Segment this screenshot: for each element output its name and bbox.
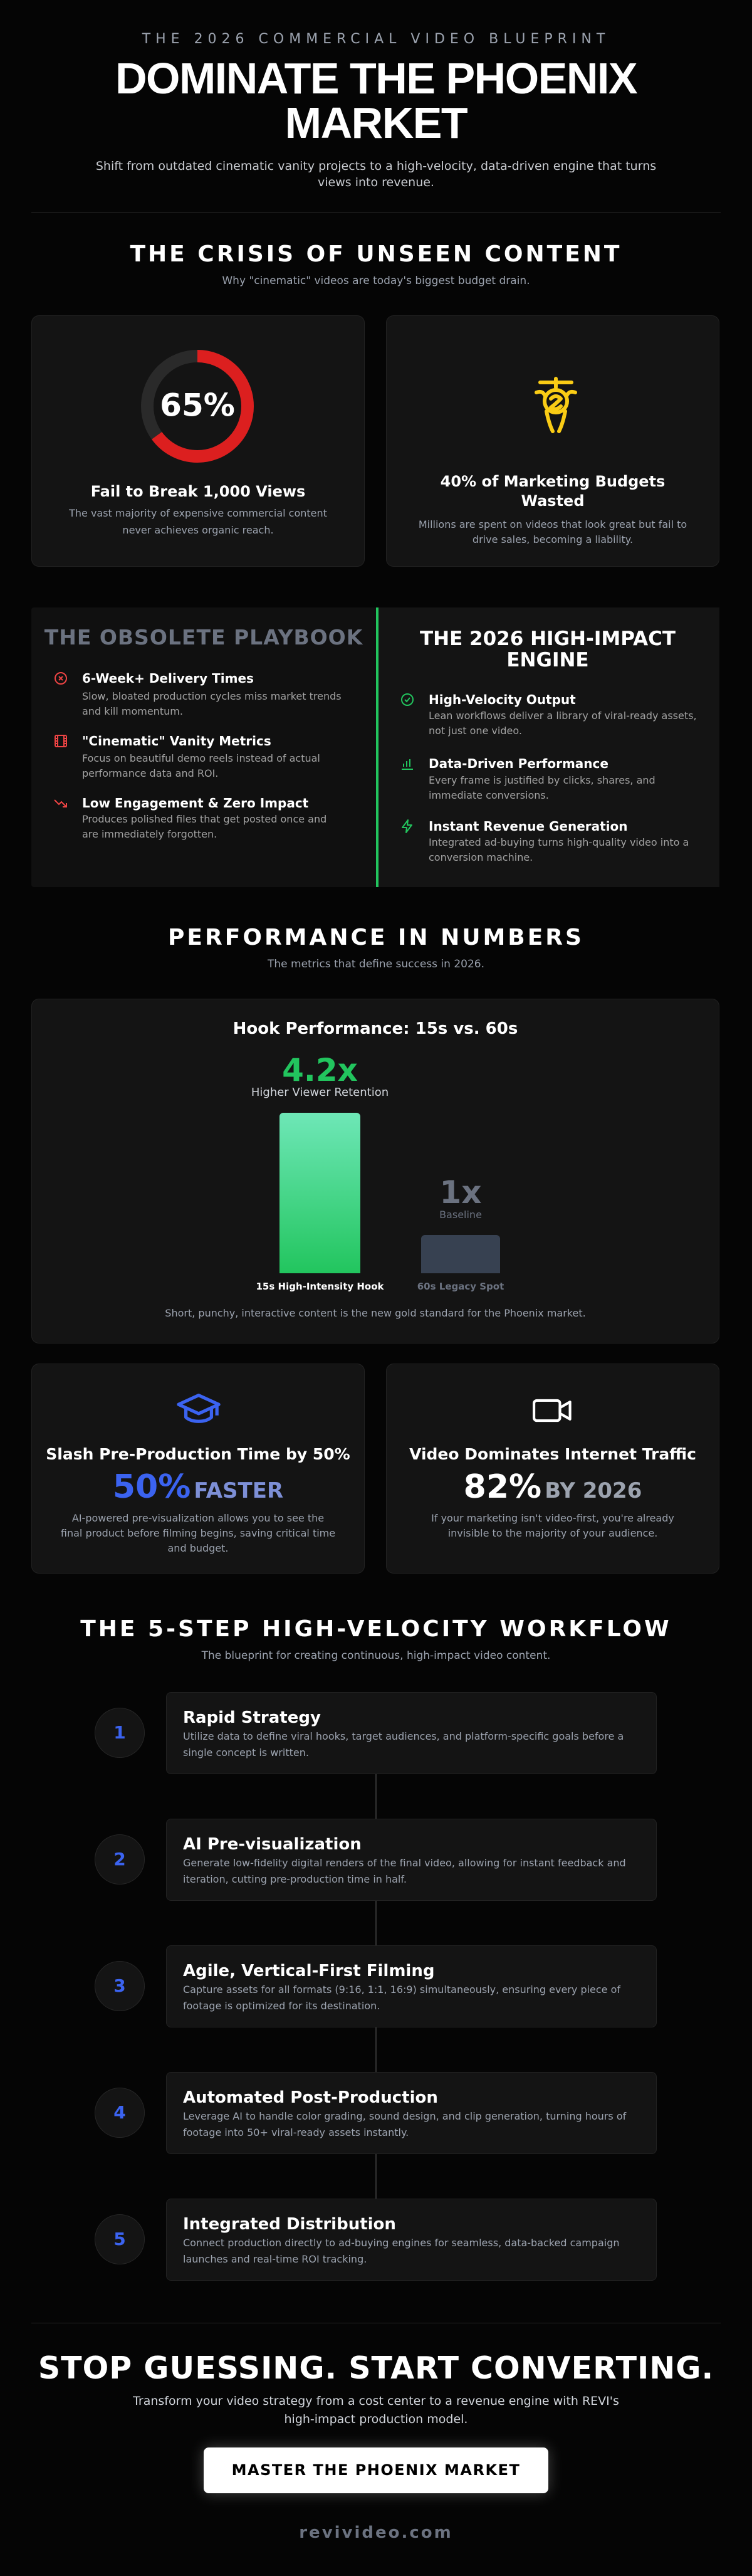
- connector: [375, 2027, 377, 2072]
- icon-x: [55, 672, 67, 685]
- main-title: DOMINATE THE PHOENIX MARKET: [115, 54, 638, 147]
- item-text: Produces polished files that get posted …: [82, 813, 327, 840]
- footer-url: revivideo.com: [299, 2523, 453, 2542]
- item-title: Data-Driven Performance: [429, 756, 608, 771]
- step-number: 2: [95, 1834, 145, 1885]
- connector: [375, 1774, 377, 1819]
- item-title: Instant Revenue Generation: [429, 819, 628, 834]
- column-title: THE OBSOLETE PLAYBOOK: [44, 625, 363, 649]
- bar-name: 60s Legacy Spot: [417, 1281, 504, 1292]
- card-title: Slash Pre-Production Time by 50%: [46, 1445, 350, 1463]
- stat-card: 65% Fail to Break 1,000 Views The vast m…: [31, 315, 365, 567]
- icon-bolt: [402, 819, 412, 833]
- card-text: If your marketing isn't video-first, you…: [431, 1512, 674, 1539]
- step-title: Agile, Vertical-First Filming: [183, 1962, 435, 1980]
- card-stat: 50% FASTER: [32, 1468, 364, 1513]
- section-title: PERFORMANCE IN NUMBERS: [168, 925, 584, 950]
- bar-name: 15s High-Intensity Hook: [256, 1281, 384, 1292]
- step-number: 4: [95, 2088, 145, 2138]
- chart-note-text: Short, punchy, interactive content is th…: [165, 1307, 586, 1319]
- bar: [421, 1235, 500, 1273]
- comparison-panel: THE OBSOLETE PLAYBOOK 6-Week+ Delivery T…: [31, 607, 719, 887]
- chart-card: Hook Performance: 15s vs. 60s Short, pun…: [31, 999, 719, 1343]
- cta-button[interactable]: MASTER THE PHOENIX MARKET: [204, 2447, 548, 2493]
- item-title: Low Engagement & Zero Impact: [82, 796, 309, 811]
- connector: [375, 1901, 377, 1945]
- card-text: AI-powered pre-visualization allows you …: [60, 1512, 336, 1554]
- stat-card: Slash Pre-Production Time by 50% 50% FAS…: [31, 1364, 365, 1574]
- step-text: Connect production directly to ad-buying…: [183, 2237, 620, 2265]
- chart-note: Short, punchy, interactive content is th…: [32, 1307, 719, 1319]
- step-card: Integrated Distribution Connect productio…: [166, 2199, 657, 2281]
- icon-film: [55, 735, 67, 747]
- connector: [375, 2154, 377, 2199]
- step-text: Leverage AI to handle color grading, sou…: [183, 2110, 627, 2138]
- section-title: THE CRISIS OF UNSEEN CONTENT: [130, 241, 622, 267]
- item-text: Slow, bloated production cycles miss mar…: [82, 690, 342, 717]
- step-title: Integrated Distribution: [183, 2215, 396, 2234]
- header-subtitle: Shift from outdated cinematic vanity pro…: [95, 159, 657, 189]
- bar-caption: Higher Viewer Retention: [251, 1086, 389, 1099]
- stat-card: 40% of Marketing Budgets Wasted Millions…: [386, 315, 719, 567]
- icon-cap: [177, 1394, 221, 1423]
- stat-suffix: BY 2026: [545, 1478, 642, 1503]
- column-title: THE 2026 HIGH-IMPACT ENGINE: [419, 628, 676, 671]
- icon-check: [401, 693, 414, 706]
- section-subtitle: The blueprint for creating continuous, h…: [201, 1649, 551, 1662]
- step-title: Rapid Strategy: [183, 1708, 321, 1727]
- step-card: Rapid Strategy Utilize data to define vir…: [166, 1692, 657, 1774]
- item-title: 6-Week+ Delivery Times: [82, 671, 254, 686]
- step-title: Automated Post-Production: [183, 2088, 438, 2107]
- step-number: 5: [95, 2214, 145, 2264]
- step-card: Automated Post-Production Leverage AI to …: [166, 2072, 657, 2154]
- old-column: THE OBSOLETE PLAYBOOK 6-Week+ Delivery T…: [31, 607, 376, 887]
- cta-title: STOP GUESSING. START CONVERTING.: [38, 2350, 714, 2386]
- bar: [279, 1113, 360, 1273]
- card-title: 40% of Marketing Budgets Wasted: [440, 473, 666, 510]
- bar-label: 4.2x: [282, 1052, 358, 1088]
- card-title: Fail to Break 1,000 Views: [90, 483, 306, 500]
- donut-label: 65%: [160, 387, 235, 424]
- item-title: High-Velocity Output: [429, 692, 576, 707]
- item-text: Every frame is justified by clicks, shar…: [429, 774, 655, 801]
- card-text: The vast majority of expensive commercia…: [69, 507, 327, 536]
- bar-label: 1x: [439, 1174, 482, 1211]
- item-title: "Cinematic" Vanity Metrics: [82, 733, 271, 749]
- eyebrow: THE 2026 COMMERCIAL VIDEO BLUEPRINT: [142, 31, 610, 47]
- stat-suffix: FASTER: [194, 1478, 284, 1503]
- donut-arc: [141, 350, 254, 463]
- icon-video: [533, 1399, 572, 1422]
- money-icon: [535, 377, 577, 433]
- card-stat: 82% BY 2026: [387, 1468, 719, 1513]
- section-subtitle: The metrics that define success in 2026.: [267, 958, 485, 970]
- step-number: 3: [95, 1961, 145, 2011]
- stat-value: 82%: [463, 1468, 542, 1506]
- donut: 65%: [141, 350, 254, 463]
- divider: [31, 212, 721, 213]
- step-text: Utilize data to define viral hooks, targ…: [183, 1730, 624, 1759]
- chart-title: Hook Performance: 15s vs. 60s: [232, 1019, 518, 1038]
- bar-caption: Baseline: [439, 1209, 482, 1221]
- icon-trend-down: [54, 799, 67, 807]
- step-card: Agile, Vertical-First Filming Capture ass…: [166, 1945, 657, 2027]
- new-column: THE 2026 HIGH-IMPACT ENGINE High-Velocit…: [376, 607, 719, 887]
- cta-text: Transform your video strategy from a cos…: [133, 2394, 619, 2426]
- section-title: THE 5-STEP HIGH-VELOCITY WORKFLOW: [80, 1616, 672, 1642]
- item-text: Integrated ad-buying turns high-quality …: [429, 836, 689, 863]
- step-text: Capture assets for all formats (9:16, 1:…: [183, 1984, 621, 2012]
- section-subtitle: Why "cinematic" videos are today's bigge…: [222, 275, 530, 287]
- item-text: Focus on beautiful demo reels instead of…: [82, 752, 320, 779]
- step-text: Generate low-fidelity digital renders of…: [183, 1857, 626, 1885]
- step-title: AI Pre-visualization: [183, 1835, 362, 1854]
- icon-bars: [402, 759, 413, 770]
- step-card: AI Pre-visualization Generate low-fidelit…: [166, 1819, 657, 1901]
- stat-card: Video Dominates Internet Traffic 82% BY …: [386, 1364, 719, 1574]
- step-number: 1: [95, 1708, 145, 1758]
- stat-value: 50%: [112, 1468, 191, 1506]
- card-text: Millions are spent on videos that look g…: [418, 518, 687, 545]
- card-title: Video Dominates Internet Traffic: [409, 1445, 696, 1463]
- item-text: Lean workflows deliver a library of vira…: [429, 710, 697, 737]
